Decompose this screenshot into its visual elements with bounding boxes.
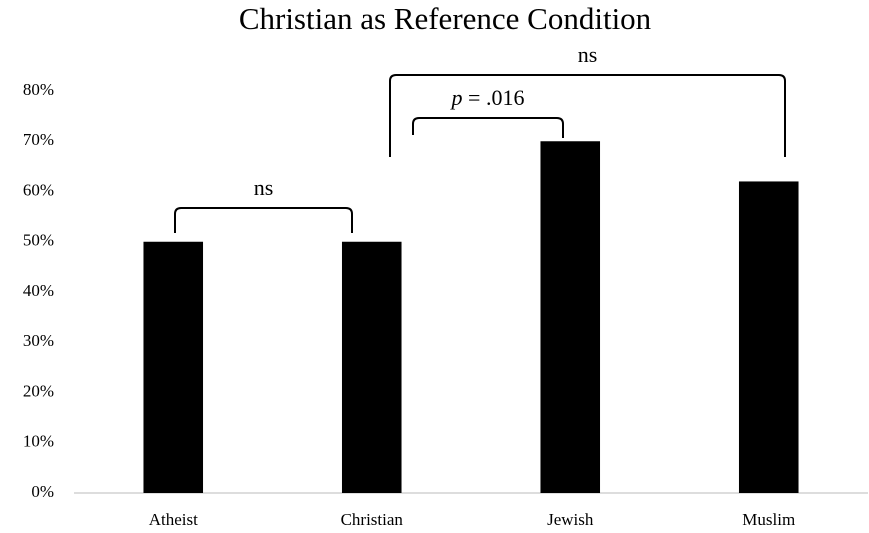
- y-tick-label: 80%: [23, 80, 54, 99]
- y-tick-label: 40%: [23, 281, 54, 300]
- chart-title: Christian as Reference Condition: [239, 1, 652, 36]
- bracket: [412, 117, 564, 138]
- bar: [540, 141, 601, 493]
- y-tick-label: 70%: [23, 130, 54, 149]
- x-tick-label: Muslim: [742, 510, 795, 529]
- y-tick-label: 10%: [23, 432, 54, 451]
- bar: [738, 181, 799, 493]
- y-tick-label: 0%: [31, 482, 54, 501]
- bracket: [389, 74, 786, 157]
- y-tick-label: 50%: [23, 231, 54, 250]
- y-tick-label: 30%: [23, 331, 54, 350]
- x-tick-label: Atheist: [149, 510, 198, 529]
- annotation: ns: [578, 42, 598, 67]
- bar: [143, 241, 204, 493]
- bar: [341, 241, 402, 493]
- annotation: p = .016: [450, 85, 525, 110]
- bracket: [174, 207, 353, 233]
- annotation: ns: [254, 175, 274, 200]
- y-tick-label: 60%: [23, 180, 54, 199]
- y-tick-label: 20%: [23, 381, 54, 400]
- x-tick-label: Christian: [341, 510, 404, 529]
- x-tick-label: Jewish: [547, 510, 594, 529]
